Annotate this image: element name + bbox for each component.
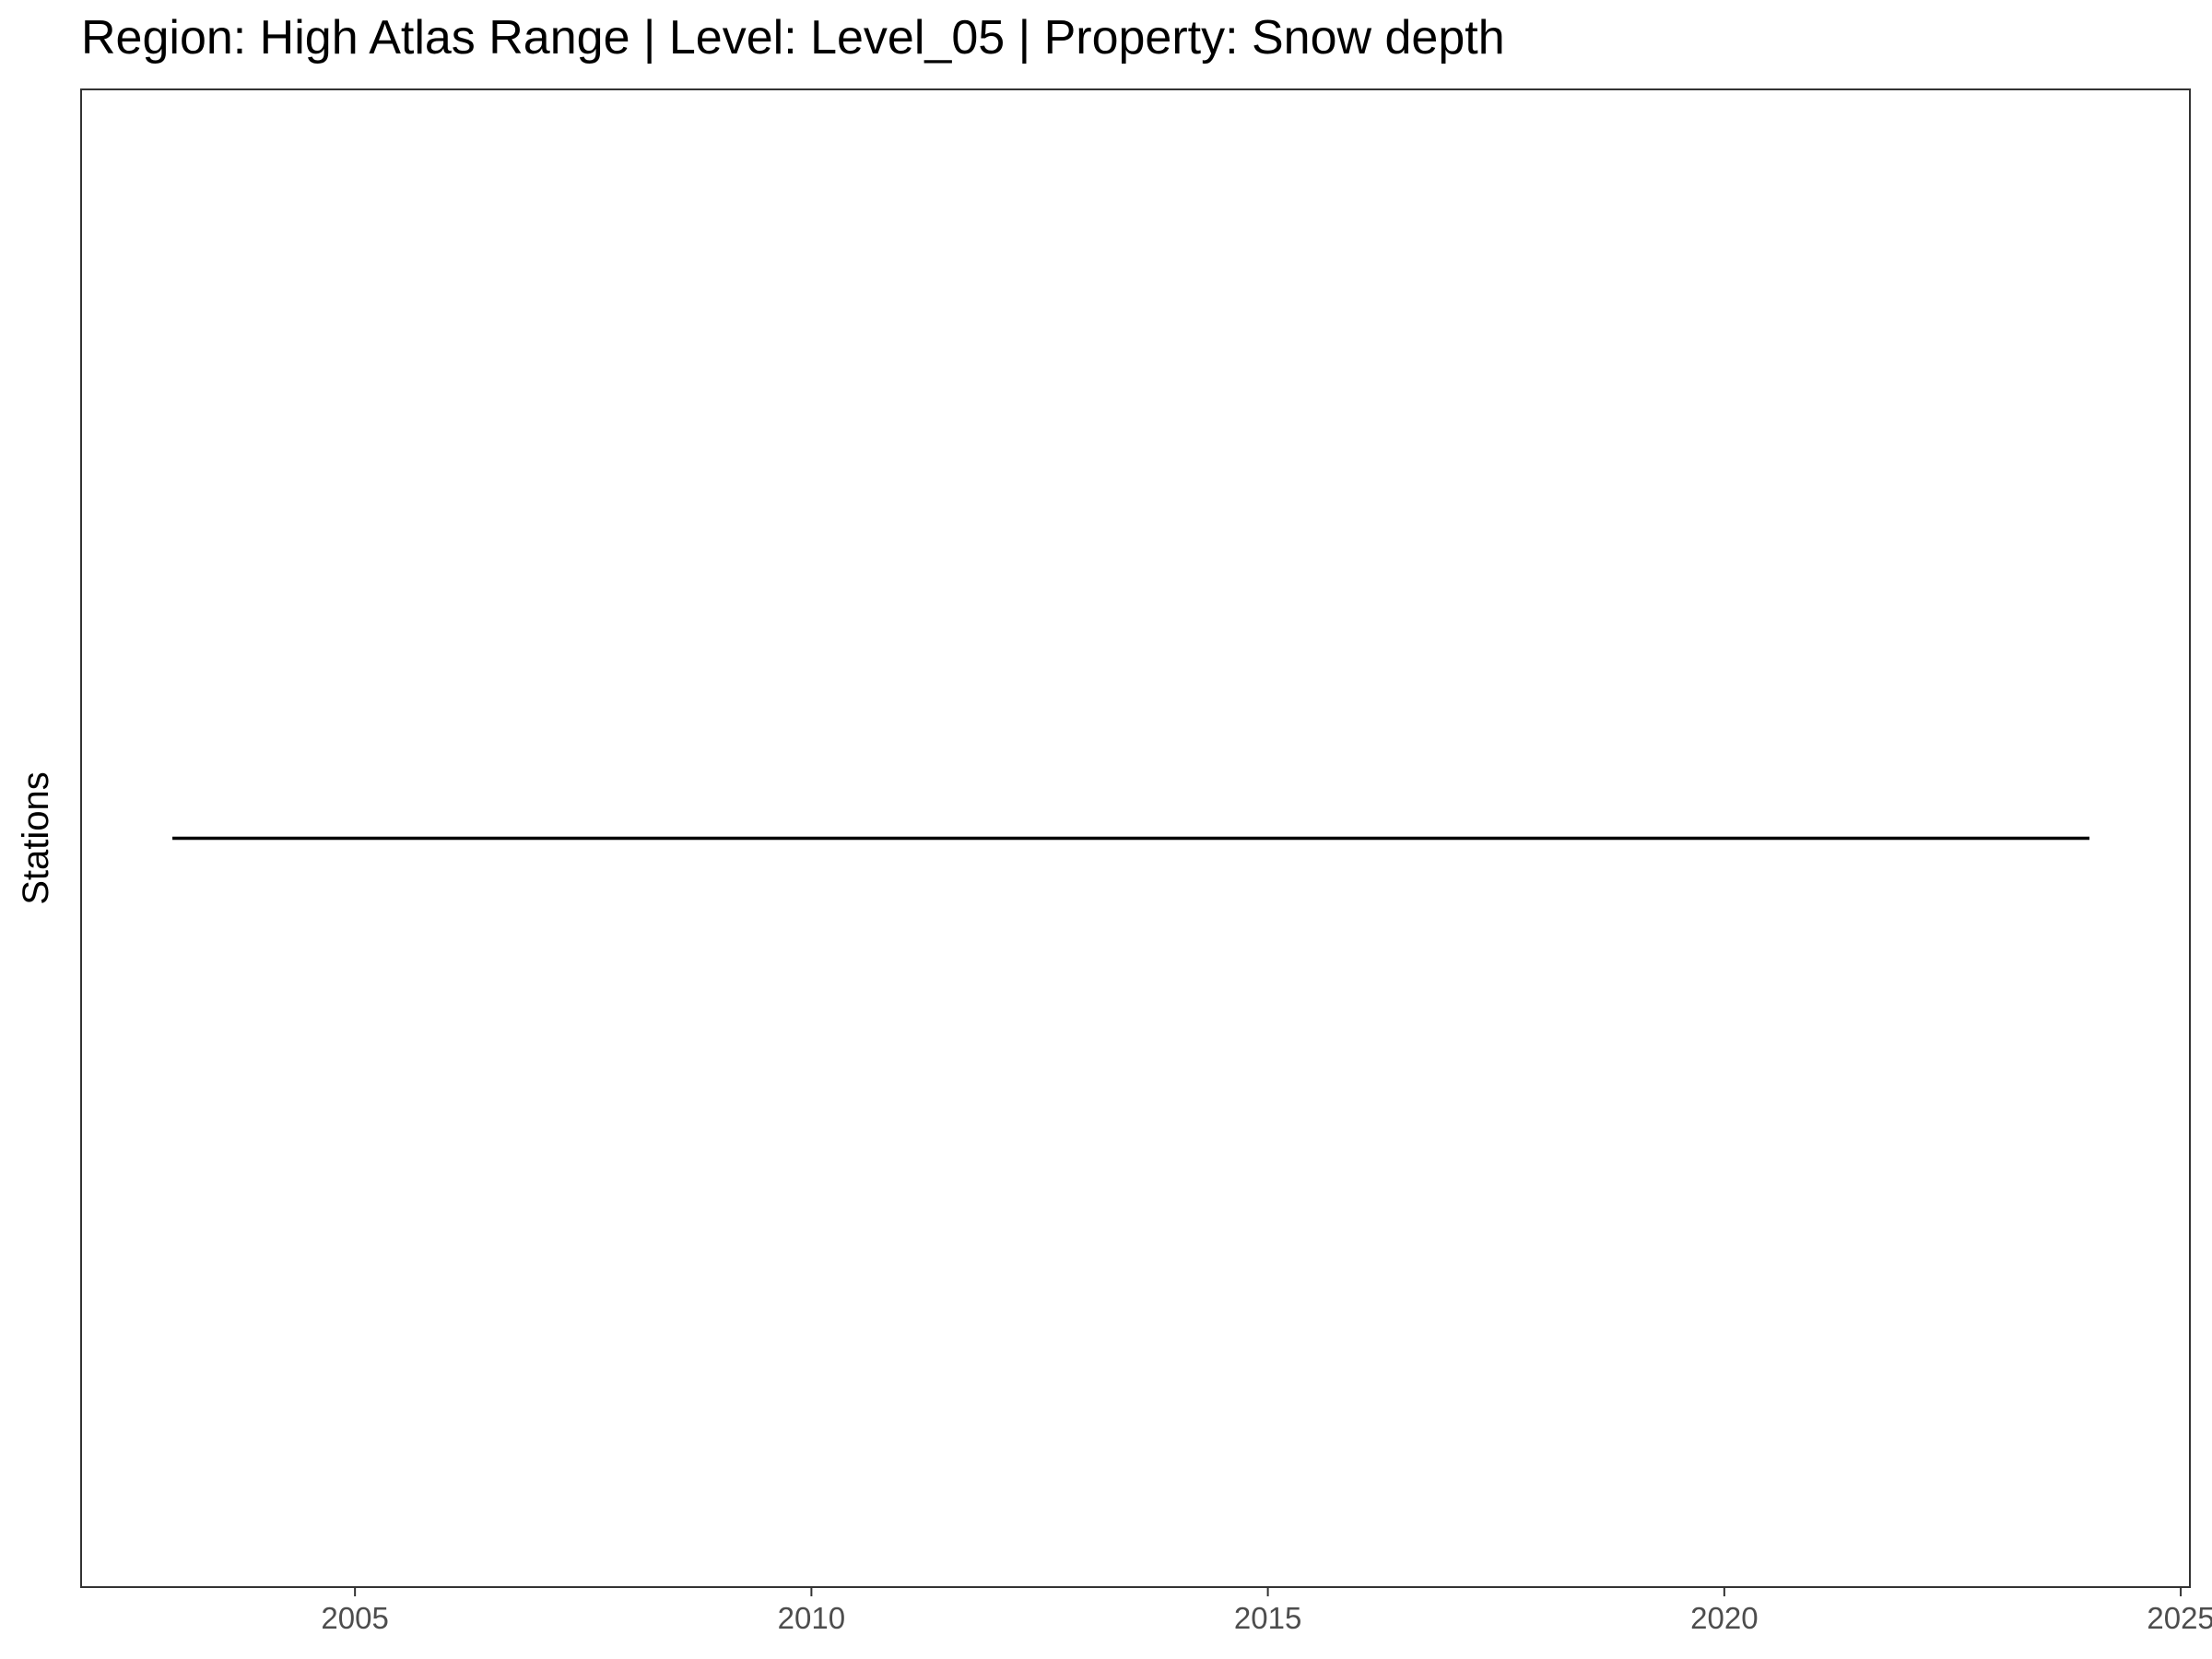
x-tick-label: 2005 [321,1601,388,1635]
x-tick-label: 2015 [1234,1601,1301,1635]
x-axis: 2005 2010 2015 2020 2025 [321,1587,2212,1635]
chart-title: Region: High Atlas Range | Level: Level_… [81,11,1505,65]
x-tick-label: 2010 [778,1601,845,1635]
x-tick-label: 2025 [2147,1601,2212,1635]
x-tick-label: 2020 [1690,1601,1758,1635]
y-axis-label: Stations [16,771,56,905]
